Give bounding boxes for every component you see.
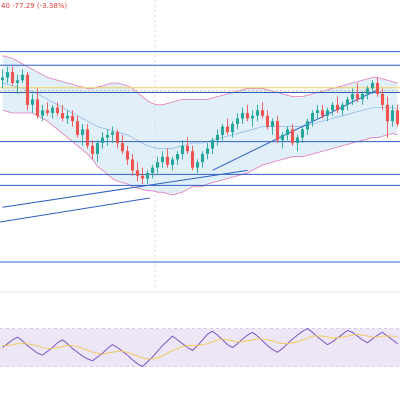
candle-body [320, 110, 325, 116]
candle-body [230, 123, 235, 133]
candle-body [195, 162, 200, 168]
candle-body [200, 153, 205, 163]
candle-body [360, 93, 365, 100]
candle-body [165, 156, 170, 165]
bollinger-lower-line [2, 109, 398, 196]
candle-body [160, 156, 165, 163]
candle-body [395, 110, 400, 124]
candle-body [30, 99, 35, 105]
candle-body [270, 121, 275, 127]
candle-body [80, 129, 85, 135]
candle-body [220, 126, 225, 135]
candle-body [85, 129, 90, 146]
candle-body [35, 99, 40, 116]
candle-body [150, 167, 155, 174]
candle-body [20, 74, 25, 81]
candle-body [225, 126, 230, 133]
candle-body [70, 115, 75, 122]
candle-body [185, 145, 190, 152]
candle-body [130, 159, 135, 171]
candle-body [145, 173, 150, 179]
candle-body [170, 159, 175, 165]
candle-body [355, 93, 360, 100]
candle-body [10, 72, 15, 83]
candle-body [295, 137, 300, 144]
ohlc-header: 40 -77.29 (-3.38%) [1, 2, 67, 10]
candle-body [350, 93, 355, 100]
candle-body [235, 118, 240, 124]
oscillator-line [2, 327, 398, 368]
candle-body [100, 137, 105, 144]
candle-body [250, 115, 255, 119]
candle-body [260, 110, 265, 116]
candle-body [280, 134, 285, 141]
candle-body [45, 110, 50, 114]
candle-body [300, 129, 305, 138]
candle-body [50, 107, 55, 114]
candle-body [180, 145, 185, 154]
candle-body [120, 143, 125, 152]
support-trend-line [0, 197, 151, 223]
bollinger-middle-line [2, 82, 398, 149]
candle-body [210, 140, 215, 149]
candle-body [175, 153, 180, 160]
candle-body [60, 113, 65, 119]
candle-body [390, 110, 395, 122]
trend-lines [0, 89, 378, 223]
candle-body [125, 151, 130, 160]
horizontal-levels [0, 51, 400, 263]
candle-body [265, 115, 270, 127]
candle-body [15, 80, 20, 83]
candle-body [215, 134, 220, 141]
candle-body [385, 104, 390, 122]
candle-body [140, 175, 145, 179]
candle-body [25, 74, 30, 105]
candle-body [40, 110, 45, 116]
candle-body [55, 107, 60, 114]
candle-body [315, 110, 320, 114]
candle-body [110, 132, 115, 135]
candle-body [190, 151, 195, 168]
oscillator-pane [0, 327, 400, 368]
candle-body [205, 148, 210, 154]
trend-line-0 [2, 169, 248, 208]
candle-body [365, 88, 370, 94]
candle-body [340, 104, 345, 111]
candle-body [345, 99, 350, 105]
candle-body [285, 129, 290, 135]
candle-body [310, 113, 315, 122]
oscillator-signal-line [2, 333, 398, 360]
candle-body [135, 170, 140, 176]
candle-body [115, 132, 120, 144]
candle-body [335, 104, 340, 111]
candles [0, 66, 400, 184]
candle-body [305, 121, 310, 130]
trend-line-1 [212, 89, 378, 171]
candle-body [105, 134, 110, 138]
candle-body [290, 129, 295, 144]
candle-body [375, 82, 380, 94]
candle-body [380, 93, 385, 105]
candle-body [90, 145, 95, 154]
candle-body [370, 82, 375, 89]
candle-body [155, 162, 160, 168]
candle-body [5, 72, 10, 78]
candle-body [95, 143, 100, 154]
candle-body [275, 121, 280, 141]
candle-body [0, 77, 5, 81]
oscillator-band [0, 328, 400, 367]
candle-body [65, 115, 70, 119]
candle-body [330, 104, 335, 111]
bollinger-upper-line [2, 55, 398, 106]
candle-body [245, 113, 250, 119]
candle-body [325, 110, 330, 116]
candle-body [240, 113, 245, 119]
candle-body [75, 121, 80, 135]
candle-body [255, 110, 260, 116]
